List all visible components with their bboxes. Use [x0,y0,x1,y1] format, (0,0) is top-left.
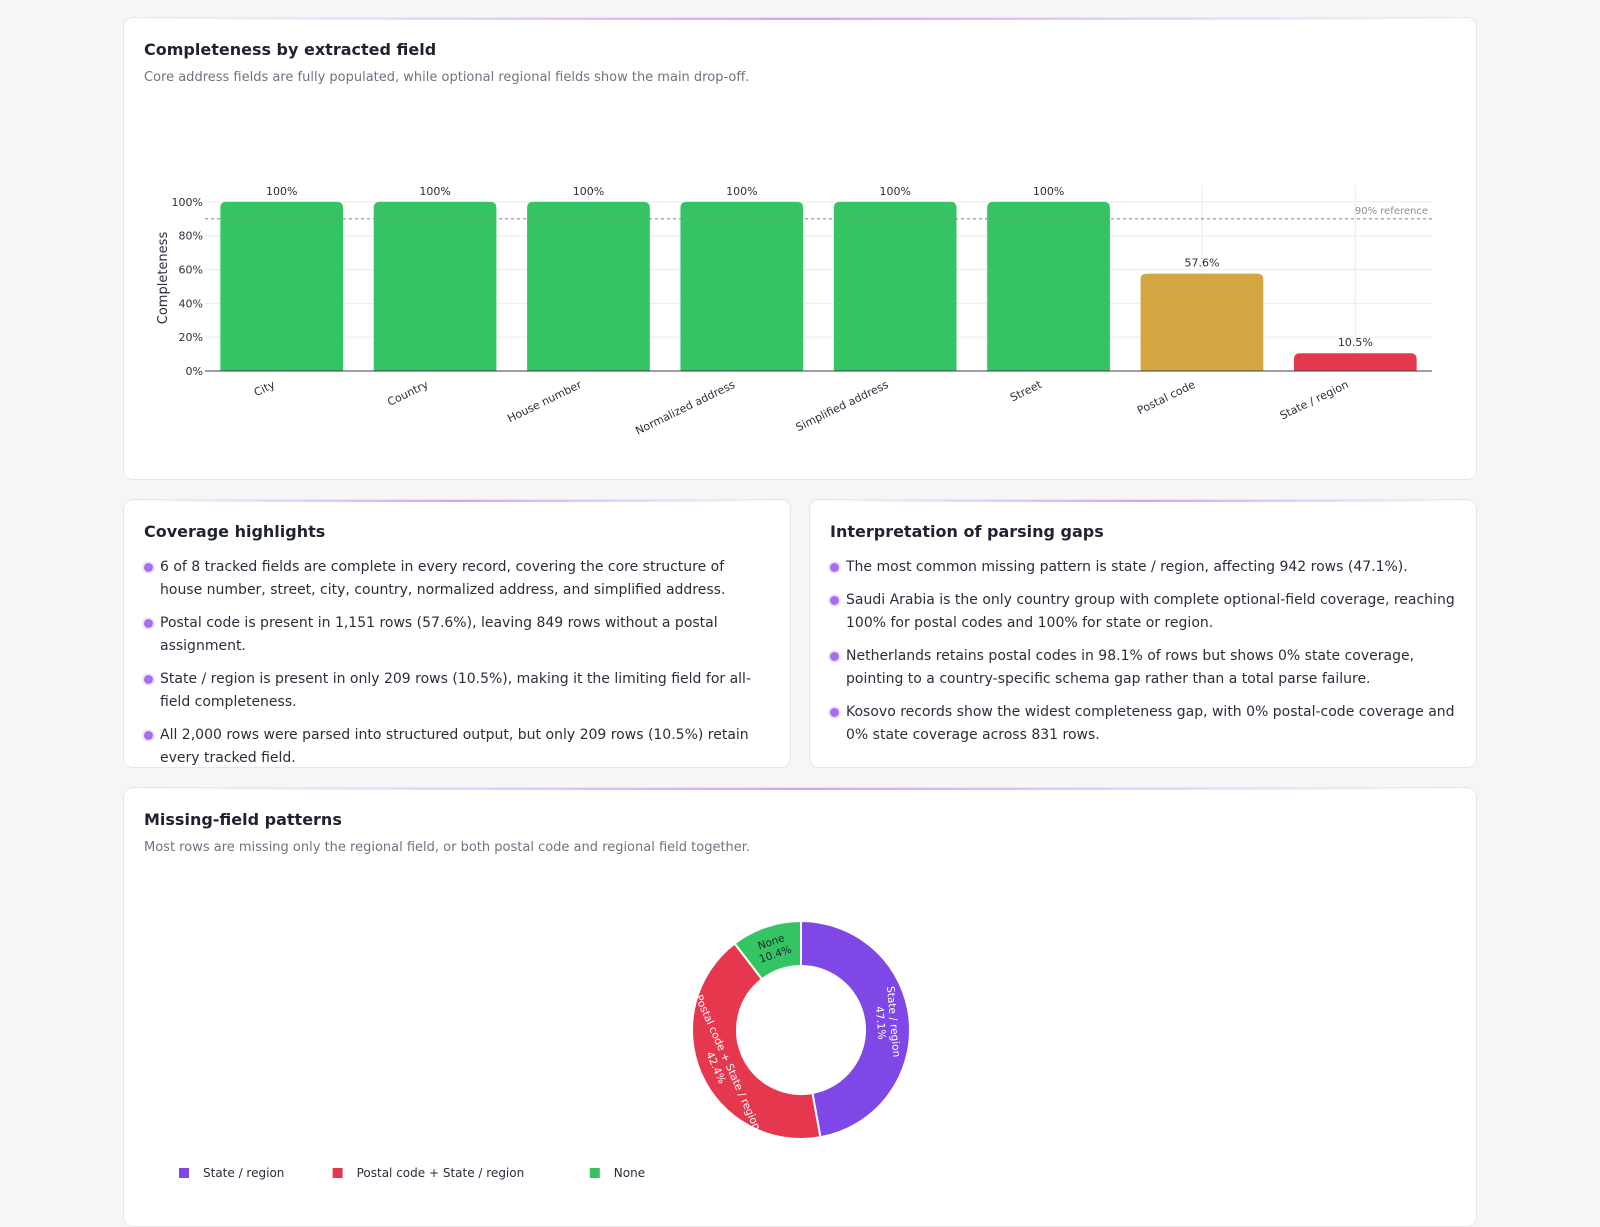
completeness-card: Completeness by extracted field Core add… [123,17,1477,480]
bar-value-label: 10.5% [1338,336,1373,349]
gap-item: Netherlands retains postal codes in 98.1… [830,645,1456,691]
gaps-card: Interpretation of parsing gaps The most … [809,499,1477,768]
completeness-card-subtitle: Core address fields are fully populated,… [144,70,750,85]
x-tick-label: Simplified address [794,378,891,434]
reference-line-label: 90% reference [1355,206,1428,217]
patterns-card-subtitle: Most rows are missing only the regional … [144,840,751,855]
highlight-item: All 2,000 rows were parsed into structur… [144,724,770,767]
bar-simplified-address [833,201,957,371]
donut-slice-2 [733,919,802,981]
bullet-dot-icon [144,563,153,572]
bullet-dot-icon [830,596,839,605]
bar-country [373,201,497,371]
gap-item: Kosovo records show the widest completen… [830,701,1456,747]
donut-slice-1 [691,942,822,1140]
y-tick-label: 80% [179,230,203,243]
patterns-card-title: Missing-field patterns [144,810,342,829]
gaps-list: The most common missing pattern is state… [830,556,1456,757]
gap-item: The most common missing pattern is state… [830,556,1456,579]
legend-label: Postal code + State / region [357,1166,525,1180]
bar-postal-code [1140,273,1264,371]
missing-patterns-donut-chart: State / region 47.1% Postal code + State /… [179,919,911,1180]
x-tick-label: State / region [1278,378,1351,422]
highlight-item: State / region is present in only 209 ro… [144,668,770,714]
highlight-item: 6 of 8 tracked fields are complete in ev… [144,556,770,602]
bar-value-label: 100% [266,185,297,198]
legend-swatch [179,1168,189,1178]
bar-value-label: 100% [879,185,910,198]
bar-value-label: 100% [726,185,757,198]
bullet-dot-icon [144,619,153,628]
gap-item: Saudi Arabia is the only country group w… [830,589,1456,635]
bar-normalized-address [680,201,804,371]
bar-value-label: 57.6% [1184,257,1219,270]
highlights-list: 6 of 8 tracked fields are complete in ev… [144,556,770,767]
donut-slice-0 [800,919,911,1139]
x-tick-label: Country [385,378,430,409]
x-tick-label: City [252,378,278,399]
x-tick-label: Street [1008,378,1044,405]
gaps-card-title: Interpretation of parsing gaps [830,522,1104,541]
y-tick-label: 0% [186,365,203,378]
legend-label: State / region [203,1166,284,1180]
x-tick-label: House number [505,378,584,425]
bullet-dot-icon [830,708,839,717]
legend-swatch [332,1168,343,1178]
bullet-dot-icon [144,731,153,740]
highlights-card-title: Coverage highlights [144,522,326,541]
bullet-dot-icon [830,652,839,661]
highlight-item: Postal code is present in 1,151 rows (57… [144,612,770,658]
bullet-dot-icon [144,675,153,684]
y-axis-title: Completeness [156,232,171,325]
bar-city [220,201,344,371]
bullet-dot-icon [830,563,839,572]
patterns-card: Missing-field patterns Most rows are mis… [123,787,1477,1227]
y-tick-label: 60% [179,264,203,277]
completeness-bar-chart: 0% 20% 40% 60% 80% 100% Completeness 100% City 10… [156,185,1432,438]
bar-value-label: 100% [573,185,604,198]
bar-value-label: 100% [1033,185,1064,198]
bar-state-region [1293,353,1417,371]
y-tick-label: 40% [179,297,203,310]
legend-swatch [589,1168,600,1178]
highlights-card: Coverage highlights 6 of 8 tracked field… [123,499,791,768]
x-tick-label: Normalized address [633,378,737,438]
y-tick-label: 20% [179,331,203,344]
completeness-card-title: Completeness by extracted field [144,40,437,59]
bar-street [987,201,1110,371]
y-tick-label: 100% [172,196,203,209]
x-tick-label: Postal code [1135,378,1197,417]
bar-house-number [527,201,650,371]
bar-value-label: 100% [419,185,450,198]
legend-label: None [614,1166,645,1180]
slice-value-label: 47.1% [873,1006,888,1040]
